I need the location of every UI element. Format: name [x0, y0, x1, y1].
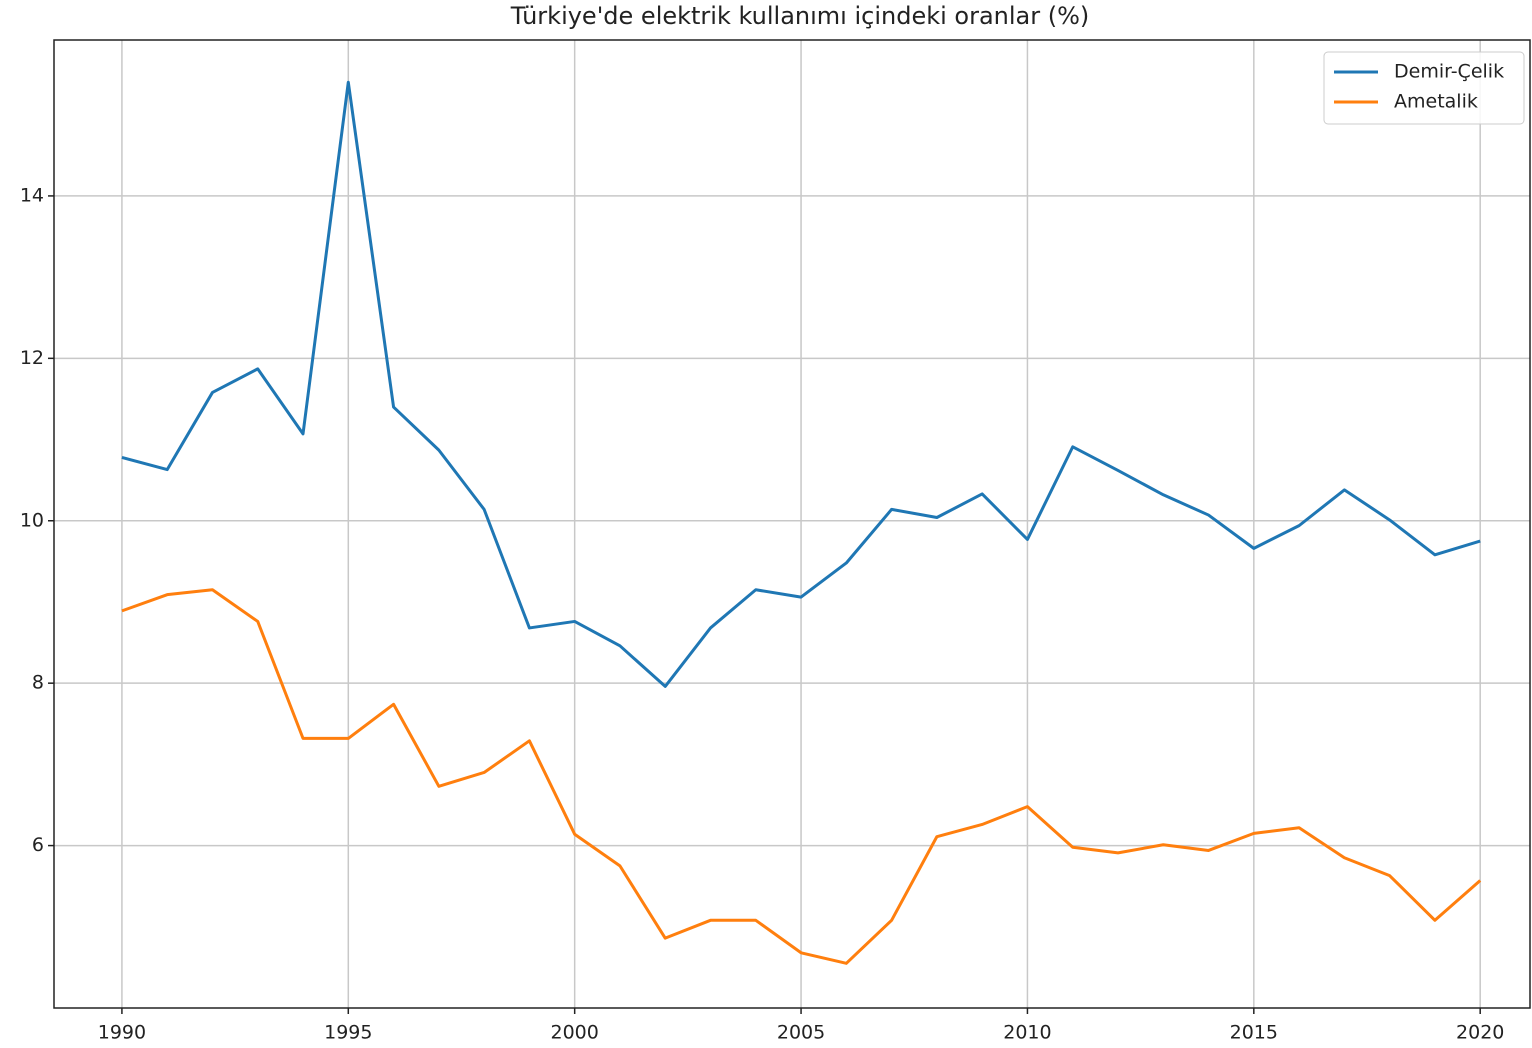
x-tick-label: 2000	[550, 1022, 598, 1044]
x-tick-label: 2005	[777, 1022, 825, 1044]
y-tick-label: 6	[32, 834, 44, 856]
x-tick-label: 1995	[324, 1022, 372, 1044]
y-tick-label: 14	[20, 184, 44, 206]
x-tick-label: 2010	[1003, 1022, 1051, 1044]
line-series	[121, 588, 1482, 965]
legend-label: Ametalik	[1394, 91, 1478, 113]
legend-label: Demir-Çelik	[1394, 61, 1504, 83]
legend: Demir-Çelik Ametalik	[1323, 51, 1525, 125]
line-series	[121, 80, 1481, 688]
x-tick-label: 2015	[1230, 1022, 1278, 1044]
y-tick-label: 12	[20, 347, 44, 369]
x-tick-label: 2020	[1456, 1022, 1504, 1044]
y-tick-label: 8	[32, 672, 44, 694]
chart-title: Türkiye'de elektrik kullanımı içindeki o…	[510, 2, 1090, 30]
plot-frame	[53, 39, 1531, 1009]
x-tick-label: 1990	[98, 1022, 146, 1044]
legend-box	[1323, 51, 1525, 125]
y-tick-label: 10	[20, 509, 44, 531]
